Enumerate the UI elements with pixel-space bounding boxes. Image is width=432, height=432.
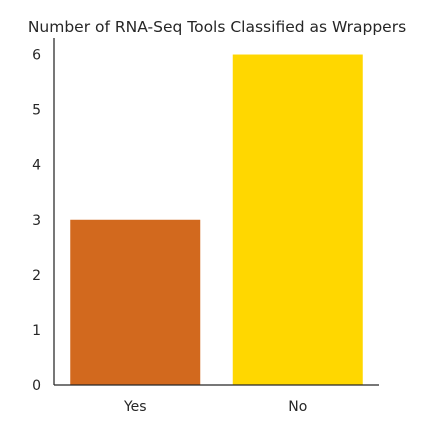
y-tick-label: 6	[32, 48, 41, 64]
bar-no	[232, 54, 363, 386]
y-tick-label: 4	[32, 158, 41, 174]
y-tick-label: 2	[32, 268, 41, 284]
bars-layer	[70, 54, 363, 386]
x-tick-label: No	[288, 399, 307, 415]
y-tick-label: 3	[32, 213, 41, 229]
x-axis-ticks: Yes No	[123, 399, 307, 415]
bar-yes	[70, 219, 201, 385]
chart-title: Number of RNA-Seq Tools Classified as Wr…	[28, 18, 406, 36]
y-tick-label: 5	[32, 103, 41, 119]
y-tick-label: 0	[32, 378, 41, 394]
x-tick-label: Yes	[123, 399, 147, 415]
y-axis-ticks: 0 1 2 3 4 5 6	[32, 48, 41, 394]
y-tick-label: 1	[32, 323, 41, 339]
